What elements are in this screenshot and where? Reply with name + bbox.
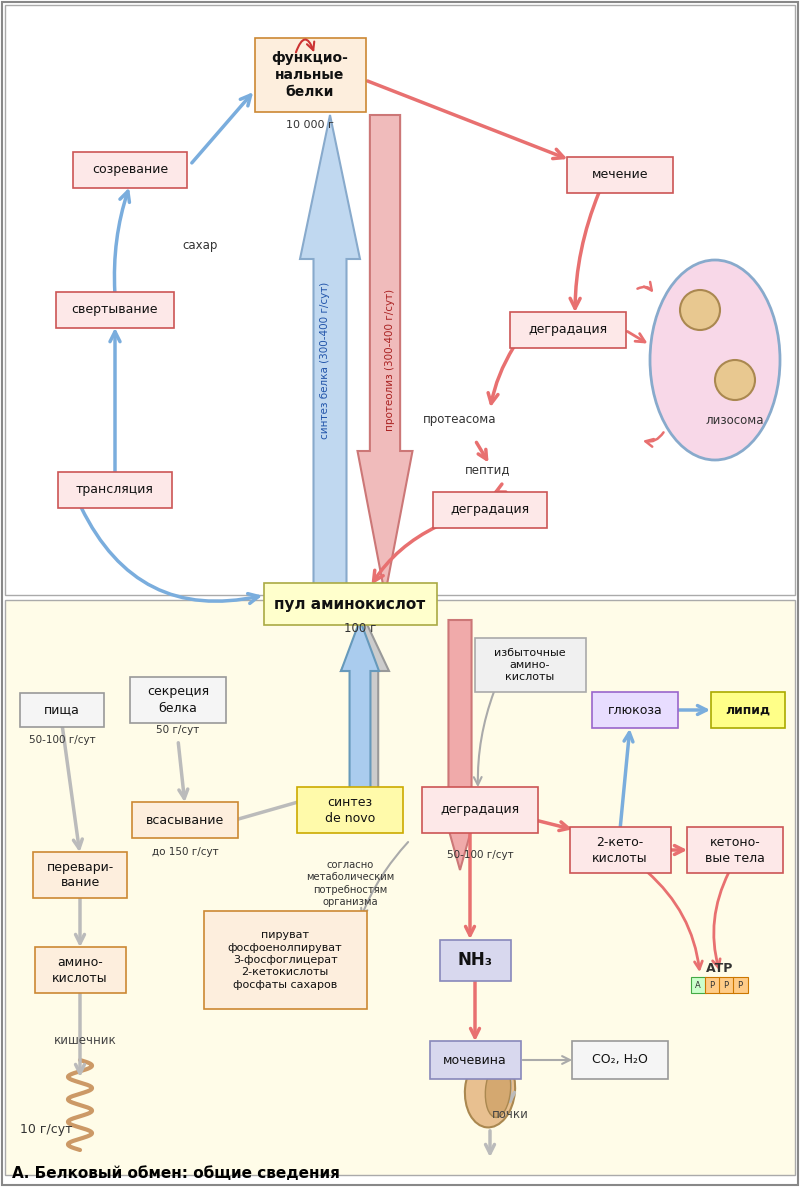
FancyBboxPatch shape [474,637,586,692]
Text: свертывание: свертывание [72,304,158,317]
Circle shape [715,360,755,400]
FancyBboxPatch shape [439,939,510,980]
FancyBboxPatch shape [719,977,734,994]
FancyBboxPatch shape [570,827,670,872]
Ellipse shape [465,1053,515,1128]
FancyBboxPatch shape [691,977,706,994]
FancyBboxPatch shape [711,692,785,728]
FancyBboxPatch shape [592,692,678,728]
Ellipse shape [486,1062,510,1117]
FancyArrow shape [300,115,360,595]
FancyBboxPatch shape [297,787,403,833]
Text: функцио-
нальные
белки: функцио- нальные белки [271,51,349,100]
Text: почки: почки [491,1109,529,1122]
Text: синтез белка (300-400 г/сут): синтез белка (300-400 г/сут) [320,281,330,439]
Text: амино-
кислоты: амино- кислоты [52,956,108,984]
Text: пептид: пептид [465,463,510,476]
FancyArrow shape [341,620,389,791]
Text: 50-100 г/сут: 50-100 г/сут [446,850,514,861]
Text: деградация: деградация [441,804,519,817]
Text: A: A [695,980,701,990]
FancyBboxPatch shape [422,787,538,833]
FancyArrow shape [358,115,413,595]
Text: всасывание: всасывание [146,813,224,826]
Text: деградация: деградация [529,324,607,336]
Text: согласно
метаболическим
потребностям
организма: согласно метаболическим потребностям орг… [306,861,394,907]
Text: перевари-
вание: перевари- вание [46,861,114,889]
FancyArrow shape [439,620,481,870]
FancyBboxPatch shape [5,5,795,595]
Text: 10 000 г: 10 000 г [286,120,334,131]
FancyBboxPatch shape [733,977,748,994]
FancyBboxPatch shape [263,583,437,626]
Text: созревание: созревание [92,164,168,177]
Text: синтез
de novo: синтез de novo [325,795,375,825]
FancyBboxPatch shape [73,152,187,188]
FancyBboxPatch shape [705,977,720,994]
Text: P: P [710,980,714,990]
Text: АТР: АТР [706,961,734,975]
FancyBboxPatch shape [567,157,673,193]
Text: NH₃: NH₃ [458,951,493,969]
Text: кишечник: кишечник [54,1034,116,1047]
Text: протеасома: протеасома [423,413,497,426]
Text: P: P [738,980,742,990]
Text: избыточные
амино-
кислоты: избыточные амино- кислоты [494,648,566,683]
Text: липид: липид [726,704,770,717]
Text: пища: пища [44,704,80,717]
Text: трансляция: трансляция [76,483,154,496]
Text: протеолиз (300-400 г/сут): протеолиз (300-400 г/сут) [385,288,395,431]
Circle shape [680,290,720,330]
Text: пул аминокислот: пул аминокислот [274,597,426,611]
FancyArrow shape [341,620,379,791]
Text: сахар: сахар [182,239,218,252]
FancyBboxPatch shape [58,472,172,508]
Text: кетоно-
вые тела: кетоно- вые тела [705,836,765,864]
Text: 50 г/сут: 50 г/сут [156,725,200,735]
Text: лизосома: лизосома [706,413,764,426]
FancyBboxPatch shape [5,599,795,1175]
Text: 100 г: 100 г [344,622,376,635]
FancyBboxPatch shape [430,1041,521,1079]
FancyBboxPatch shape [20,693,104,726]
FancyBboxPatch shape [132,802,238,838]
FancyBboxPatch shape [510,312,626,348]
FancyBboxPatch shape [203,910,366,1009]
Text: деградация: деградация [450,503,530,516]
FancyBboxPatch shape [56,292,174,328]
Text: глюкоза: глюкоза [608,704,662,717]
Text: 50-100 г/сут: 50-100 г/сут [29,735,95,745]
FancyBboxPatch shape [33,852,127,899]
Text: CO₂, H₂O: CO₂, H₂O [592,1054,648,1066]
Text: А. Белковый обмен: общие сведения: А. Белковый обмен: общие сведения [12,1166,340,1181]
Ellipse shape [650,260,780,461]
FancyBboxPatch shape [254,38,366,112]
FancyBboxPatch shape [130,677,226,723]
Text: секреция
белка: секреция белка [147,686,209,715]
FancyBboxPatch shape [34,947,126,994]
Text: пируват
фосфоенолпируват
3-фосфоглицерат
2-кетокислоты
фосфаты сахаров: пируват фосфоенолпируват 3-фосфоглицерат… [228,931,342,990]
Text: мечение: мечение [592,169,648,182]
Text: 2-кето-
кислоты: 2-кето- кислоты [592,836,648,864]
FancyBboxPatch shape [433,491,547,528]
Text: мочевина: мочевина [443,1054,507,1066]
Text: 10 г/сут: 10 г/сут [20,1124,73,1136]
Text: до 150 г/сут: до 150 г/сут [152,848,218,857]
FancyBboxPatch shape [687,827,783,872]
Text: P: P [723,980,729,990]
FancyBboxPatch shape [572,1041,668,1079]
